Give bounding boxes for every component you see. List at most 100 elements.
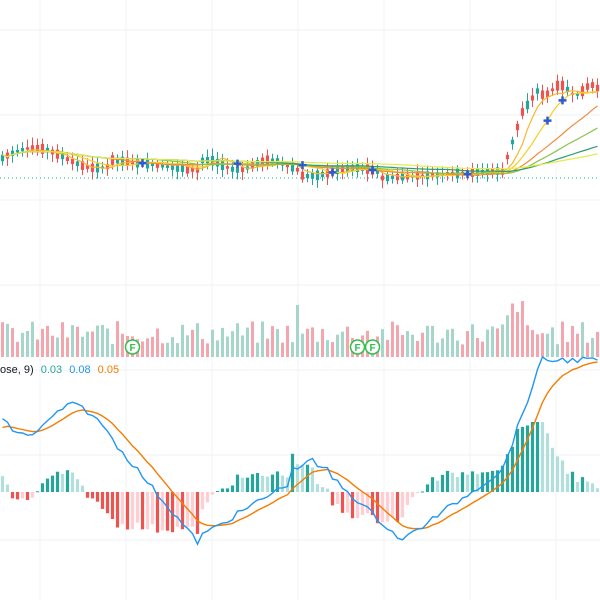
macd-histogram-bar xyxy=(315,484,320,492)
macd-histogram-bar xyxy=(0,476,5,492)
signal-marker xyxy=(328,168,337,177)
macd-histogram-bar xyxy=(65,470,70,492)
volume-bar xyxy=(591,338,594,357)
macd-histogram-bar xyxy=(380,492,385,523)
candle-body xyxy=(575,93,580,96)
macd-histogram-bar xyxy=(375,492,380,524)
macd-histogram-bar xyxy=(320,487,325,492)
volume-bar xyxy=(151,336,154,357)
volume-bar xyxy=(251,321,254,357)
macd-histogram-bar xyxy=(220,488,225,492)
macd-histogram-bar xyxy=(440,474,445,492)
macd-histogram-bar xyxy=(150,492,155,525)
macd-histogram-bar xyxy=(160,492,165,531)
candle-body xyxy=(20,147,25,152)
volume-bar xyxy=(281,342,284,357)
volume-bar xyxy=(476,337,479,357)
candle-body xyxy=(585,83,590,90)
volume-bar xyxy=(436,342,439,357)
macd-histogram-bar xyxy=(120,492,125,524)
volume-bar xyxy=(586,342,589,357)
volume-bar xyxy=(271,326,274,357)
candle-body xyxy=(180,164,185,172)
candle-body xyxy=(385,174,390,182)
volume-bar xyxy=(341,331,344,357)
macd-histogram-bar xyxy=(135,492,140,523)
macd-histogram-bar xyxy=(205,492,210,503)
macd-histogram-bar xyxy=(245,477,250,492)
volume-bar xyxy=(306,328,309,357)
macd-histogram-bar xyxy=(260,475,265,492)
macd-histogram-bar xyxy=(355,492,360,519)
macd-histogram-bar xyxy=(105,492,110,514)
candle-body xyxy=(30,145,35,151)
macd-histogram-bar xyxy=(385,492,390,522)
candle-body xyxy=(435,172,440,178)
macd-histogram-bar xyxy=(30,492,35,498)
macd-histogram-bar xyxy=(35,491,40,493)
signal-marker xyxy=(138,159,147,168)
macd-histogram-bar xyxy=(95,492,100,502)
volume-bar xyxy=(156,328,159,357)
candle-body xyxy=(540,90,545,99)
macd-histogram-bar xyxy=(195,492,200,534)
macd-legend-label: ose, 9) xyxy=(0,364,34,376)
signal-marker xyxy=(463,170,472,179)
candle-body xyxy=(525,100,530,110)
macd-histogram-bar xyxy=(235,474,240,492)
macd-histogram-bar xyxy=(305,464,310,492)
volume-bar xyxy=(576,333,579,357)
event-marker-label: F xyxy=(354,343,360,354)
macd-histogram-bar xyxy=(360,492,365,515)
candle-body xyxy=(420,174,425,177)
macd-histogram-bar xyxy=(20,492,25,499)
candle-body xyxy=(595,84,600,92)
volume-bar xyxy=(216,340,219,357)
candle-body xyxy=(135,158,140,168)
volume-bar xyxy=(176,343,179,357)
signal-marker xyxy=(558,96,567,105)
volume-bar xyxy=(441,338,444,357)
candle-body xyxy=(205,157,210,164)
macd-histogram-bar xyxy=(115,492,120,528)
volume-bar xyxy=(221,327,224,357)
volume-bar xyxy=(181,324,184,357)
macd-histogram-bar xyxy=(570,471,575,492)
candle-body xyxy=(510,139,515,145)
volume-bar xyxy=(246,327,249,357)
volume-bar xyxy=(101,324,104,357)
volume-bar xyxy=(416,340,419,357)
candle-body xyxy=(70,158,75,165)
candle-body xyxy=(165,165,170,168)
candle-body xyxy=(565,86,570,93)
macd-hist-value: 0.03 xyxy=(40,364,63,376)
candle-body xyxy=(310,172,315,179)
macd-histogram-bar xyxy=(505,454,510,492)
volume-bar xyxy=(191,329,194,357)
macd-histogram-bar xyxy=(200,492,205,510)
candle-body xyxy=(120,156,125,166)
volume-bar xyxy=(36,339,39,357)
candle-body xyxy=(315,170,320,181)
macd-histogram-bar xyxy=(325,488,330,492)
candle-body xyxy=(150,163,155,167)
macd-histogram-bar xyxy=(310,467,315,492)
macd-histogram-bar xyxy=(585,481,590,492)
volume-bar xyxy=(186,335,189,357)
volume-bar xyxy=(121,333,124,357)
volume-bar xyxy=(406,331,409,357)
volume-bar xyxy=(571,326,574,357)
candle-body xyxy=(530,95,535,101)
candle-body xyxy=(545,90,550,98)
candle-body xyxy=(590,82,595,88)
volume-bar xyxy=(496,328,499,357)
macd-histogram-bar xyxy=(470,471,475,492)
candle-body xyxy=(190,167,195,172)
macd-histogram-bar xyxy=(425,484,430,492)
candle-body xyxy=(285,165,290,168)
volume-bar xyxy=(46,325,49,357)
macd-histogram-bar xyxy=(555,456,560,492)
